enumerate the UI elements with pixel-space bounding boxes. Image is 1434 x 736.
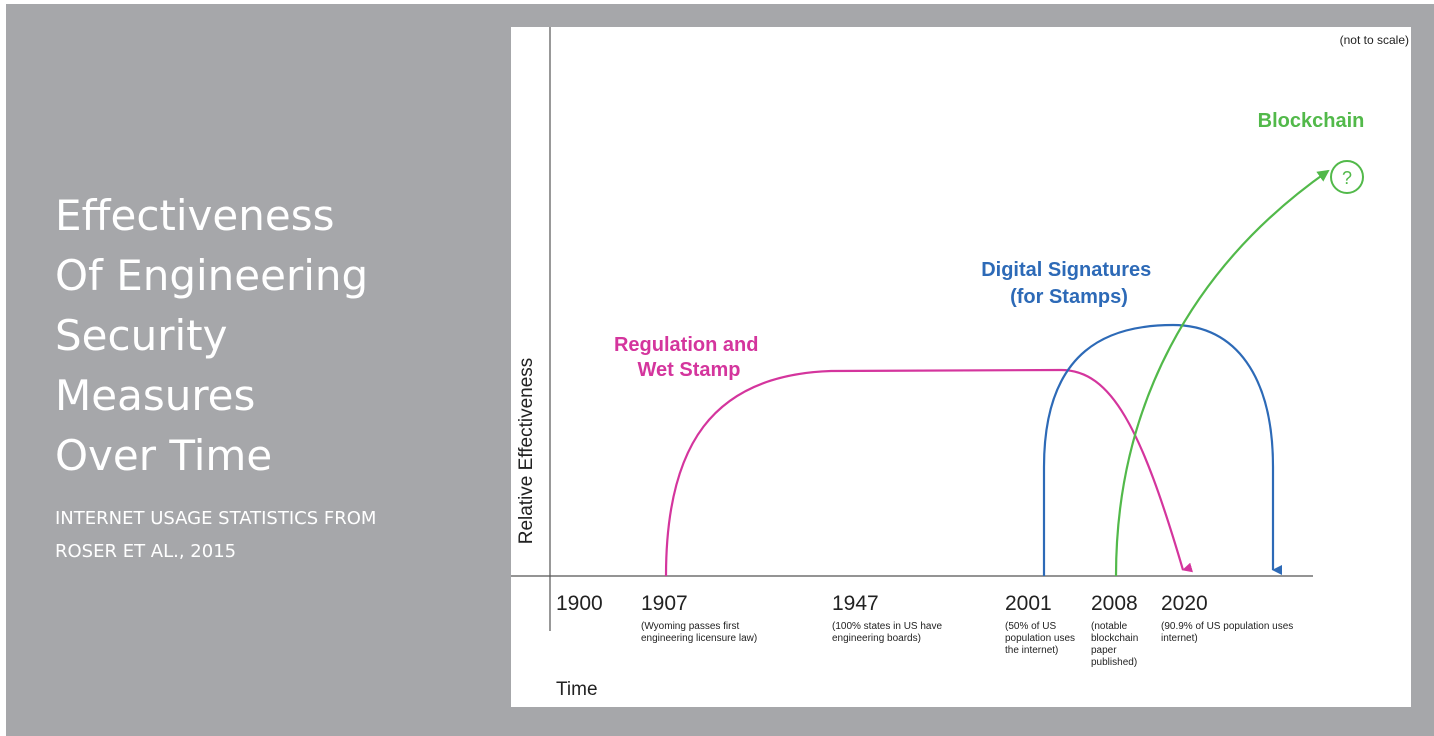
regulation-label-line: Regulation and — [614, 334, 758, 356]
year-label-2008: 2008 — [1091, 592, 1138, 615]
regulation-label-line: Wet Stamp — [638, 359, 741, 381]
regulation-label: Regulation and Wet Stamp — [614, 334, 764, 381]
blockchain-curve — [1114, 169, 1330, 577]
note-1947-line: (100% states in US have — [832, 621, 942, 632]
note-2001-line: (50% of US — [1005, 621, 1056, 632]
scale-note: (not to scale) — [1340, 33, 1409, 47]
note-2020-line: internet) — [1161, 633, 1198, 644]
year-label-2001: 2001 — [1005, 592, 1052, 615]
digital-signatures-label-line: Digital Signatures — [981, 259, 1151, 281]
note-2001: (50% of US population uses the internet) — [1005, 621, 1078, 656]
note-1907-line: engineering licensure law) — [641, 633, 757, 644]
note-2008: (notable blockchain paper published) — [1091, 621, 1141, 668]
slide-title: Effectiveness Of Engineering Security Me… — [55, 191, 369, 480]
blockchain-label: Blockchain — [1258, 110, 1365, 132]
digital-signatures-label-line: (for Stamps) — [1010, 286, 1128, 308]
note-1907-line: (Wyoming passes first — [641, 621, 739, 632]
note-2001-line: population uses — [1005, 633, 1075, 644]
note-2008-line: published) — [1091, 657, 1137, 668]
regulation-curve — [664, 368, 1194, 577]
note-2020: (90.9% of US population uses internet) — [1161, 621, 1296, 644]
note-1947: (100% states in US have engineering boar… — [832, 621, 945, 644]
year-label-2020: 2020 — [1161, 592, 1208, 615]
question-mark: ? — [1342, 168, 1352, 188]
digital-signatures-label: Digital Signatures (for Stamps) — [981, 259, 1157, 308]
note-2020-line: (90.9% of US population uses — [1161, 621, 1293, 632]
note-2008-line: (notable — [1091, 621, 1128, 632]
diagram-svg: (not to scale) Relative Effectiveness Ti… — [511, 27, 1409, 700]
note-1907: (Wyoming passes first engineering licens… — [641, 621, 757, 644]
diagram-figure: (not to scale) Relative Effectiveness Ti… — [511, 27, 1411, 707]
note-1947-line: engineering boards) — [832, 633, 921, 644]
digital-signatures-curve — [1042, 323, 1282, 576]
note-2008-line: paper — [1091, 645, 1117, 656]
y-axis-label: Relative Effectiveness — [516, 358, 537, 545]
note-2001-line: the internet) — [1005, 645, 1058, 656]
x-axis-label: Time — [556, 679, 598, 700]
year-label-1907: 1907 — [641, 592, 688, 615]
slide-subtitle: INTERNET USAGE STATISTICS FROM ROSER ET … — [55, 508, 377, 562]
note-2008-line: blockchain — [1091, 633, 1138, 644]
year-label-1900: 1900 — [556, 592, 603, 615]
question-circle-icon — [1330, 160, 1364, 194]
year-label-1947: 1947 — [832, 592, 879, 615]
